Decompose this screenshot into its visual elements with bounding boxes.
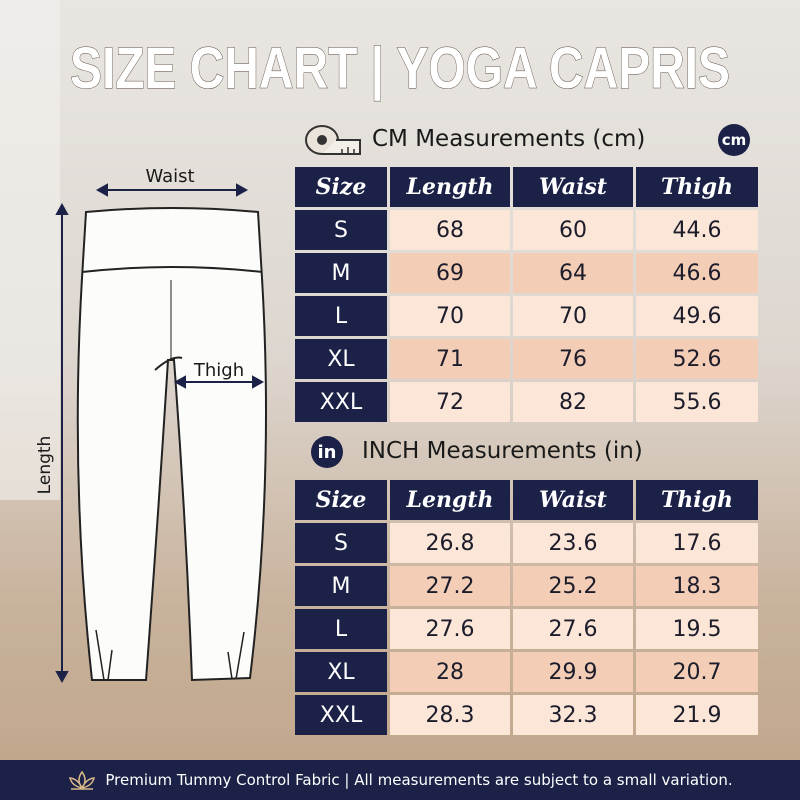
- table-row: XXL 72 82 55.6: [295, 382, 758, 422]
- value-cell: 71: [390, 339, 510, 379]
- table-row: XL 71 76 52.6: [295, 339, 758, 379]
- lotus-icon: [69, 770, 96, 790]
- size-cell: M: [295, 253, 387, 293]
- value-cell: 70: [390, 296, 510, 336]
- size-cell: L: [295, 609, 387, 649]
- leggings: [76, 207, 267, 682]
- arrows: [55, 183, 265, 684]
- value-cell: 76: [513, 339, 633, 379]
- header-row: Size Length Waist Thigh: [295, 480, 758, 520]
- header-cell: Size: [295, 480, 387, 520]
- value-cell: 27.6: [513, 609, 633, 649]
- header-cell: Size: [295, 167, 387, 207]
- table-row: L 27.6 27.6 19.5: [295, 609, 758, 649]
- illustration: SIZE CHART | YOGA CAPRIS Waist Thigh Len…: [0, 0, 731, 684]
- value-cell: 27.6: [390, 609, 510, 649]
- size-cell: S: [295, 210, 387, 250]
- value-cell: 64: [513, 253, 633, 293]
- value-cell: 29.9: [513, 652, 633, 692]
- value-cell: 46.6: [636, 253, 758, 293]
- table-row: XXL 28.3 32.3 21.9: [295, 695, 758, 735]
- value-cell: 60: [513, 210, 633, 250]
- header-row: Size Length Waist Thigh: [295, 167, 758, 207]
- tape-icon: [305, 125, 361, 155]
- header-cell: Thigh: [636, 480, 758, 520]
- value-cell: 17.6: [636, 523, 758, 563]
- title: SIZE CHART | YOGA CAPRIS: [70, 36, 730, 101]
- footer-text: Premium Tummy Control Fabric | All measu…: [105, 771, 733, 789]
- value-cell: 70: [513, 296, 633, 336]
- header-cell: Waist: [513, 167, 633, 207]
- value-cell: 55.6: [636, 382, 758, 422]
- table-row: S 26.8 23.6 17.6: [295, 523, 758, 563]
- table-row: S 68 60 44.6: [295, 210, 758, 250]
- value-cell: 27.2: [390, 566, 510, 606]
- size-cell: XL: [295, 339, 387, 379]
- table-row: L 70 70 49.6: [295, 296, 758, 336]
- inch-heading: INCH Measurements (in): [362, 438, 643, 464]
- table-row: XL 28 29.9 20.7: [295, 652, 758, 692]
- cm-badge: cm: [718, 124, 750, 156]
- length-label: Length: [35, 436, 55, 495]
- value-cell: 28.3: [390, 695, 510, 735]
- cm-heading: CM Measurements (cm): [372, 126, 646, 152]
- thigh-label: Thigh: [193, 360, 244, 381]
- size-cell: XL: [295, 652, 387, 692]
- size-cell: XXL: [295, 695, 387, 735]
- window: [0, 0, 60, 500]
- header-cell: Length: [390, 167, 510, 207]
- value-cell: 18.3: [636, 566, 758, 606]
- value-cell: 28: [390, 652, 510, 692]
- inch-table: Size Length Waist Thigh S 26.8 23.6 17.6 M 27.2 25…: [295, 480, 758, 738]
- value-cell: 49.6: [636, 296, 758, 336]
- value-cell: 72: [390, 382, 510, 422]
- value-cell: 25.2: [513, 566, 633, 606]
- waist-label: Waist: [145, 166, 194, 187]
- value-cell: 19.5: [636, 609, 758, 649]
- size-cell: S: [295, 523, 387, 563]
- header-cell: Waist: [513, 480, 633, 520]
- value-cell: 44.6: [636, 210, 758, 250]
- size-cell: XXL: [295, 382, 387, 422]
- value-cell: 23.6: [513, 523, 633, 563]
- value-cell: 69: [390, 253, 510, 293]
- value-cell: 82: [513, 382, 633, 422]
- value-cell: 52.6: [636, 339, 758, 379]
- inch-badge: in: [311, 436, 343, 468]
- cm-table: Size Length Waist Thigh S 68 60 44.6 M 69 64 46.6 L 7…: [295, 167, 758, 425]
- header-cell: Length: [390, 480, 510, 520]
- footer: Premium Tummy Control Fabric | All measu…: [0, 760, 800, 800]
- value-cell: 21.9: [636, 695, 758, 735]
- value-cell: 32.3: [513, 695, 633, 735]
- value-cell: 68: [390, 210, 510, 250]
- header-cell: Thigh: [636, 167, 758, 207]
- table-row: M 69 64 46.6: [295, 253, 758, 293]
- value-cell: 26.8: [390, 523, 510, 563]
- table-row: M 27.2 25.2 18.3: [295, 566, 758, 606]
- size-cell: L: [295, 296, 387, 336]
- value-cell: 20.7: [636, 652, 758, 692]
- size-cell: M: [295, 566, 387, 606]
